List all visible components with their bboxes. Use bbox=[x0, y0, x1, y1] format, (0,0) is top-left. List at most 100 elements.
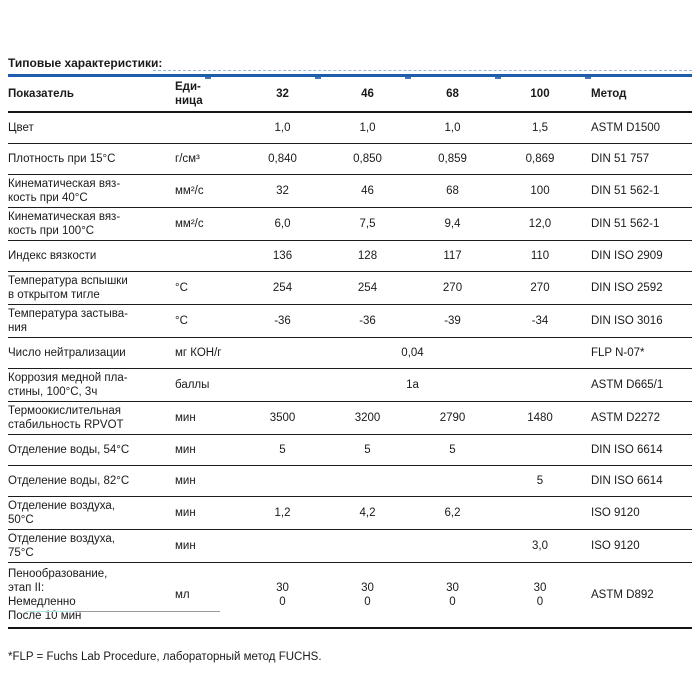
row-value: 30 0 bbox=[533, 582, 547, 608]
row-method: DIN 51 562-1 bbox=[591, 185, 660, 197]
table-row: Число нейтрализации мг КОН/г 0,04 FLP N-07* bbox=[8, 337, 692, 368]
row-method: DIN ISO 2909 bbox=[591, 250, 663, 262]
row-label: Отделение воздуха, 50°C bbox=[8, 500, 115, 526]
table-row: Кинематическая вяз- кость при 100°C мм²/с… bbox=[8, 207, 692, 240]
row-label: Индекс вязкости bbox=[8, 250, 97, 262]
row-value: 1,2 bbox=[274, 507, 291, 519]
row-label: Термоокислительная стабильность RPVOT bbox=[8, 405, 124, 431]
row-label: Отделение воды, 54°C bbox=[8, 444, 130, 456]
row-value: 30 0 bbox=[276, 582, 289, 608]
row-method: ISO 9120 bbox=[591, 507, 640, 519]
table-row: Отделение воздуха, 75°C мин 3,0 ISO 9120 bbox=[8, 529, 692, 562]
border-tick bbox=[405, 77, 411, 79]
row-unit: мл bbox=[175, 589, 190, 601]
row-value: 1,0 bbox=[444, 122, 461, 134]
row-value: 1480 bbox=[527, 412, 553, 424]
row-label: Коррозия медной пла- стины, 100°C, 3ч bbox=[8, 372, 128, 398]
row-label: Отделение воды, 82°C bbox=[8, 475, 130, 487]
table-row: Индекс вязкости 136 128 117 110 DIN ISO 2909 bbox=[8, 240, 692, 271]
col-header-100: 100 bbox=[530, 88, 550, 100]
row-unit: мин bbox=[175, 540, 196, 552]
row-unit: °C bbox=[175, 315, 188, 327]
row-unit: г/см³ bbox=[175, 153, 200, 165]
row-value: 5 bbox=[364, 444, 371, 456]
table-row: Отделение воздуха, 50°C мин 1,2 4,2 6,2 ISO 9… bbox=[8, 496, 692, 529]
row-value: 100 bbox=[530, 185, 550, 197]
row-value: 68 bbox=[446, 185, 459, 197]
table-row: Плотность при 15°C г/см³ 0,840 0,850 0,859 0,… bbox=[8, 143, 692, 174]
row-value: 3500 bbox=[269, 412, 296, 424]
col-header-68: 68 bbox=[446, 88, 459, 100]
row-unit: мин bbox=[175, 507, 196, 519]
row-value: -36 bbox=[359, 315, 376, 327]
table-row: Термоокислительная стабильность RPVOT мин… bbox=[8, 401, 692, 434]
row-value: 3,0 bbox=[532, 540, 548, 552]
row-value: 270 bbox=[530, 282, 550, 294]
border-tick bbox=[205, 77, 211, 79]
row-value: 6,0 bbox=[274, 218, 291, 230]
row-value: 12,0 bbox=[528, 218, 552, 230]
row-label: Отделение воздуха, 75°C bbox=[8, 533, 115, 559]
row-method: ISO 9120 bbox=[591, 540, 640, 552]
row-value: 136 bbox=[272, 250, 293, 262]
col-header-method: Метод bbox=[591, 88, 627, 100]
row-label: Температура вспышки в открытом тигле bbox=[8, 275, 128, 301]
table-row: Цвет 1,0 1,0 1,0 1,5 ASTM D1500 bbox=[8, 111, 692, 143]
row-value: 254 bbox=[357, 282, 378, 294]
row-method: DIN ISO 2592 bbox=[591, 282, 663, 294]
row-unit: мин bbox=[175, 475, 196, 487]
table-row: Температура застыва- ния °C -36 -36 -39 -34 DI… bbox=[8, 304, 692, 337]
row-unit: мм²/с bbox=[175, 218, 204, 230]
row-value: 32 bbox=[276, 185, 289, 197]
row-value: 2790 bbox=[439, 412, 466, 424]
col-header-indicator: Показатель bbox=[8, 88, 74, 100]
border-tick bbox=[495, 77, 501, 79]
row-label: Плотность при 15°C bbox=[8, 153, 116, 165]
row-value: 270 bbox=[442, 282, 463, 294]
row-value: -39 bbox=[444, 315, 461, 327]
table-row: Пенообразование, этап II: Немедленно Пос… bbox=[8, 562, 692, 627]
col-header-unit: Еди- ница bbox=[175, 81, 203, 107]
table-row: Коррозия медной пла- стины, 100°C, 3ч бал… bbox=[8, 368, 692, 401]
row-value: 0,869 bbox=[525, 153, 555, 165]
row-method: DIN ISO 6614 bbox=[591, 475, 663, 487]
row-label: Температура застыва- ния bbox=[8, 308, 129, 334]
row-value: 1,0 bbox=[359, 122, 376, 134]
row-unit: мг КОН/г bbox=[175, 347, 222, 359]
row-value: 0,859 bbox=[438, 153, 467, 165]
page-title: Типовые характеристики: bbox=[8, 56, 163, 70]
row-value: 5 bbox=[536, 475, 544, 487]
row-unit: мин bbox=[175, 412, 196, 424]
row-value: 7,5 bbox=[359, 218, 376, 230]
table-header-row: Показатель Еди- ница 32 46 68 100 Метод bbox=[8, 77, 692, 111]
row-unit: баллы bbox=[175, 379, 210, 391]
row-value: 128 bbox=[357, 250, 378, 262]
row-method: DIN 51 562-1 bbox=[591, 218, 660, 230]
row-value: 1,5 bbox=[532, 122, 548, 134]
col-header-46: 46 bbox=[361, 88, 374, 100]
row-method: ASTM D892 bbox=[591, 589, 654, 601]
row-method: DIN ISO 3016 bbox=[591, 315, 663, 327]
row-unit: °C bbox=[175, 282, 188, 294]
row-method: DIN 51 757 bbox=[591, 153, 650, 165]
row-method: FLP N-07* bbox=[591, 347, 645, 359]
row-value: 117 bbox=[443, 250, 462, 262]
row-value: 6,2 bbox=[444, 507, 461, 519]
row-value: 254 bbox=[272, 282, 293, 294]
row-value: 0,840 bbox=[268, 153, 297, 165]
row-merged-value: 1a bbox=[406, 379, 419, 391]
row-value: -36 bbox=[274, 315, 291, 327]
row-label: Цвет bbox=[8, 122, 34, 134]
row-label: Число нейтрализации bbox=[8, 347, 126, 359]
footnote: *FLP = Fuchs Lab Procedure, лабораторный… bbox=[8, 651, 322, 663]
table-row: Температура вспышки в открытом тигле °C 25… bbox=[8, 271, 692, 304]
table-top-border bbox=[8, 70, 692, 79]
row-label: Кинематическая вяз- кость при 100°C bbox=[8, 211, 121, 237]
row-unit: мм²/с bbox=[175, 185, 204, 197]
col-header-32: 32 bbox=[276, 88, 289, 100]
row-value: 0,850 bbox=[353, 153, 382, 165]
row-value: 9,4 bbox=[444, 218, 461, 230]
row-value: 5 bbox=[279, 444, 286, 456]
row-method: DIN ISO 6614 bbox=[591, 444, 663, 456]
row-value: 46 bbox=[361, 185, 374, 197]
